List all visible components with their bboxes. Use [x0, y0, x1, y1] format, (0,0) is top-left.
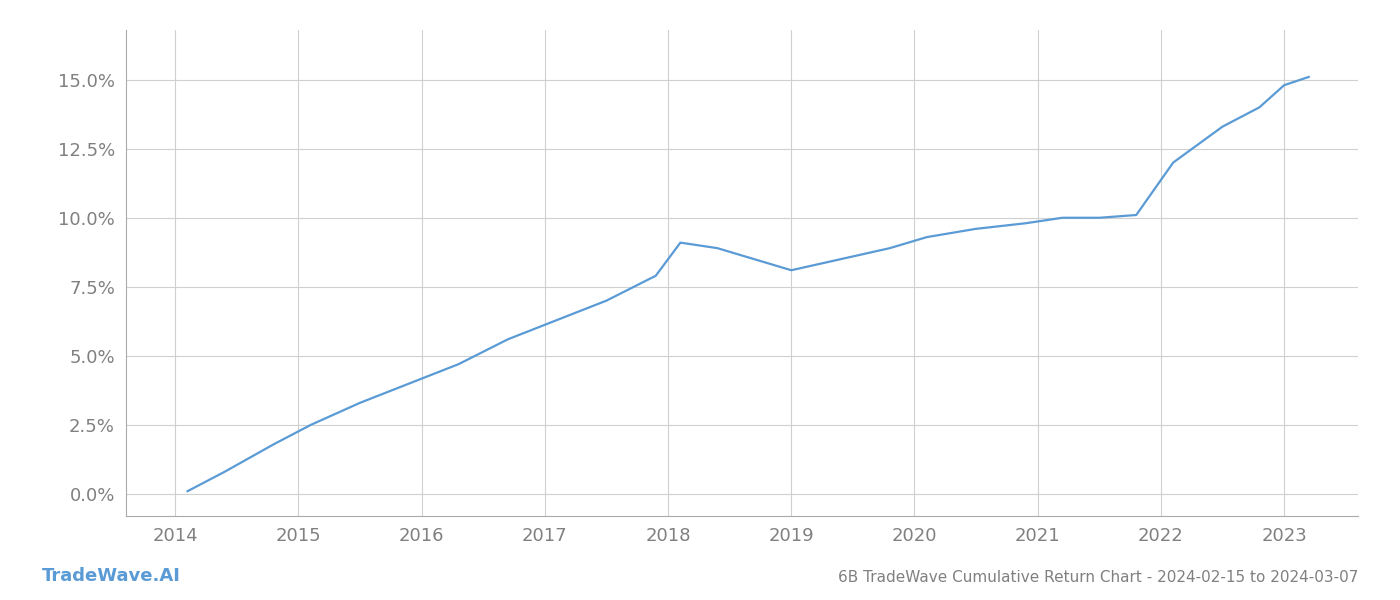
Text: TradeWave.AI: TradeWave.AI: [42, 567, 181, 585]
Text: 6B TradeWave Cumulative Return Chart - 2024-02-15 to 2024-03-07: 6B TradeWave Cumulative Return Chart - 2…: [837, 570, 1358, 585]
